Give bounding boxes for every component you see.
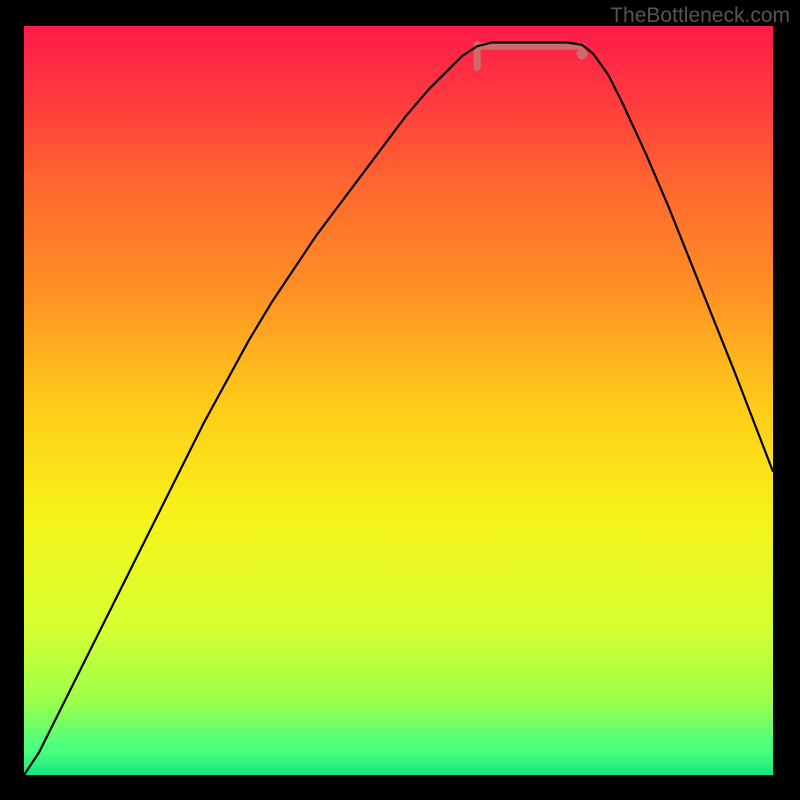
plot-inner (24, 26, 773, 775)
chart-container: TheBottleneck.com (0, 0, 800, 800)
watermark-label: TheBottleneck.com (610, 4, 790, 28)
gradient-background (24, 26, 773, 775)
plot-frame (24, 26, 773, 775)
plot-svg (24, 26, 773, 775)
green-band (24, 749, 773, 775)
